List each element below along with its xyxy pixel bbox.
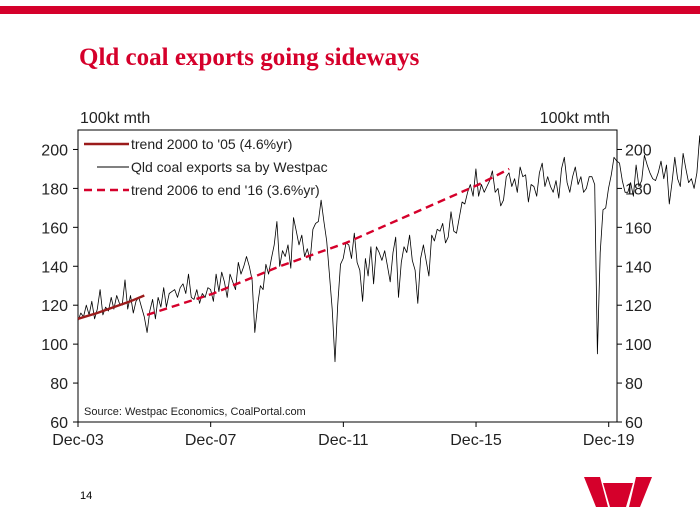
- y-tick-label-right: 100: [625, 337, 652, 354]
- series-line-trend-2006: [146, 167, 510, 317]
- y-tick-label-left: 200: [41, 142, 68, 159]
- y-tick-label-left: 80: [50, 376, 68, 393]
- series-line-trend-2000: [77, 294, 145, 320]
- x-tick-label: Dec-11: [318, 432, 368, 449]
- y-tick-label-right: 200: [625, 142, 652, 159]
- y-tick-label-left: 60: [50, 415, 68, 432]
- page-number: 14: [80, 490, 93, 502]
- y-axis-label-right: 100kt mth: [540, 110, 610, 127]
- x-tick-label: Dec-03: [52, 432, 104, 449]
- top-accent-bar: [0, 6, 700, 14]
- legend: trend 2000 to '05 (4.6%yr) Qld coal expo…: [84, 136, 328, 198]
- axis-layer: 60 60 80 80 100 100 120 120 140 140 160 160 180 180 20…: [41, 129, 652, 449]
- y-tick-label-right: 160: [625, 220, 652, 237]
- y-tick-label-left: 180: [41, 181, 68, 198]
- legend-label-trend-2000: trend 2000 to '05 (4.6%yr): [131, 136, 292, 152]
- westpac-w-logo-icon: [584, 477, 652, 507]
- chart: 60 60 80 80 100 100 120 120 140 140 160 160 180 180 20…: [41, 110, 700, 449]
- y-axis-label-left: 100kt mth: [80, 110, 150, 127]
- series-line-qld-coal-exports: [77, 135, 700, 363]
- x-tick-label: Dec-19: [583, 432, 635, 449]
- series-layer: [77, 135, 700, 363]
- x-tick-label: Dec-07: [185, 432, 237, 449]
- y-tick-label-right: 180: [625, 181, 652, 198]
- source-note: Source: Westpac Economics, CoalPortal.co…: [84, 406, 306, 418]
- y-tick-label-left: 140: [41, 259, 68, 276]
- legend-label-qld-coal-exports: Qld coal exports sa by Westpac: [131, 159, 328, 175]
- slide-title: Qld coal exports going sideways: [79, 44, 420, 71]
- y-tick-label-left: 160: [41, 220, 68, 237]
- legend-label-trend-2006: trend 2006 to end '16 (3.6%yr): [131, 182, 320, 198]
- plot-frame: [77, 129, 618, 423]
- y-tick-label-left: 120: [41, 298, 68, 315]
- y-tick-label-right: 60: [625, 415, 643, 432]
- y-tick-label-right: 140: [625, 259, 652, 276]
- y-tick-label-left: 100: [41, 337, 68, 354]
- y-tick-label-right: 120: [625, 298, 652, 315]
- y-tick-label-right: 80: [625, 376, 643, 393]
- x-tick-label: Dec-15: [450, 432, 502, 449]
